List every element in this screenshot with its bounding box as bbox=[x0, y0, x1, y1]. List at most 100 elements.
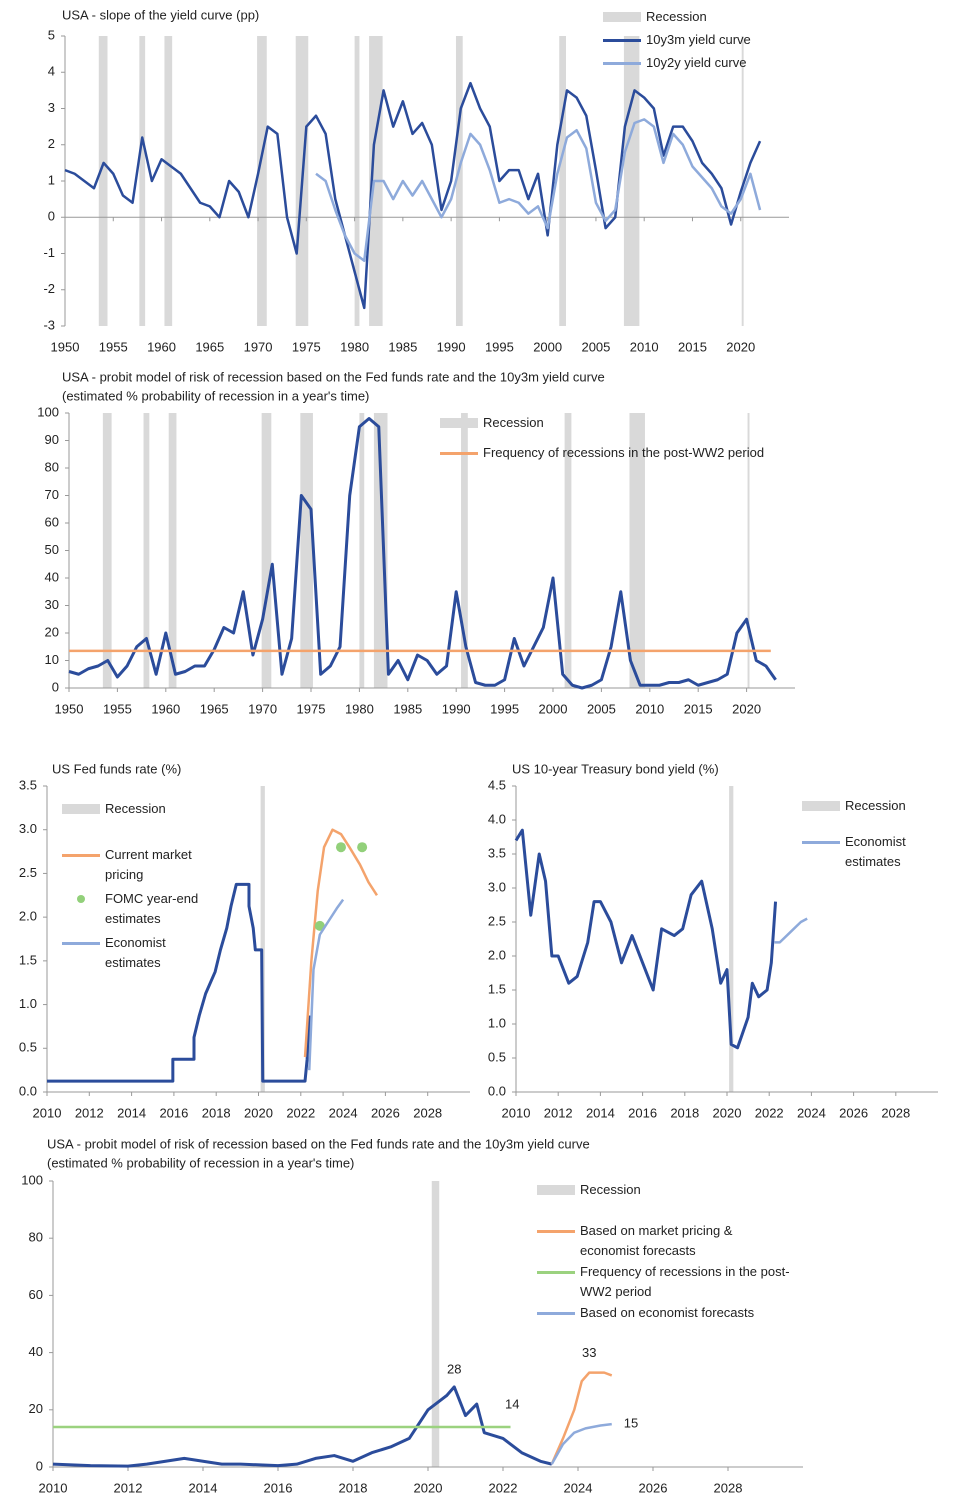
recession-band bbox=[300, 413, 313, 688]
y-tick-label: 4.5 bbox=[488, 777, 506, 792]
legend-swatch bbox=[62, 933, 100, 953]
x-tick-label: 1955 bbox=[103, 701, 132, 716]
legend-item: Based on economist forecasts bbox=[537, 1303, 795, 1323]
legend-swatch-line bbox=[537, 1312, 575, 1315]
marker bbox=[314, 920, 325, 931]
y-tick-label: 100 bbox=[37, 404, 59, 419]
x-tick-label: 1985 bbox=[388, 339, 417, 354]
legend-item: Recession bbox=[603, 7, 751, 27]
y-tick-label: 1.5 bbox=[19, 952, 37, 967]
x-tick-label: 2028 bbox=[881, 1105, 910, 1120]
legend-swatch-line bbox=[603, 39, 641, 42]
recession-band bbox=[260, 786, 265, 1092]
x-tick-label: 1980 bbox=[345, 701, 374, 716]
x-tick-label: 1955 bbox=[99, 339, 128, 354]
y-tick-label: 100 bbox=[21, 1172, 43, 1187]
y-tick-label: -1 bbox=[43, 245, 55, 260]
x-tick-label: 1950 bbox=[55, 701, 84, 716]
y-tick-label: 70 bbox=[45, 487, 59, 502]
y-tick-label: 3.5 bbox=[19, 777, 37, 792]
y-tick-label: 80 bbox=[29, 1230, 43, 1245]
recession-band bbox=[461, 413, 468, 688]
y-tick-label: 40 bbox=[45, 569, 59, 584]
legend-label: Economist estimates bbox=[845, 834, 906, 869]
x-tick-label: 2000 bbox=[539, 701, 568, 716]
data-label: 14 bbox=[505, 1396, 519, 1411]
x-tick-label: 2024 bbox=[329, 1105, 358, 1120]
recession-band bbox=[431, 1181, 440, 1467]
y-tick-label: 2.0 bbox=[19, 909, 37, 924]
x-tick-label: 2010 bbox=[39, 1480, 68, 1495]
y-tick-label: 5 bbox=[48, 27, 55, 42]
y-tick-label: 10 bbox=[45, 652, 59, 667]
x-tick-label: 1980 bbox=[340, 339, 369, 354]
legend-swatch bbox=[62, 889, 100, 909]
y-tick-label: 0 bbox=[52, 679, 59, 694]
legend-swatch bbox=[537, 1262, 575, 1282]
recession-band bbox=[102, 413, 112, 688]
legend-item: Recession bbox=[802, 796, 925, 816]
x-tick-label: 2028 bbox=[413, 1105, 442, 1120]
x-tick-label: 2022 bbox=[489, 1480, 518, 1495]
x-tick-label: 2015 bbox=[684, 701, 713, 716]
legend-swatch-band bbox=[440, 418, 478, 428]
legend-swatch bbox=[537, 1303, 575, 1323]
series-line bbox=[774, 917, 808, 944]
legend-label: 10y2y yield curve bbox=[646, 55, 747, 70]
y-tick-label: 0 bbox=[48, 209, 55, 224]
y-tick-label: 4 bbox=[48, 64, 55, 79]
legend-swatch-line bbox=[537, 1271, 575, 1274]
y-tick-label: 3.5 bbox=[488, 845, 506, 860]
x-tick-label: 2020 bbox=[414, 1480, 443, 1495]
series-line bbox=[550, 1422, 612, 1465]
legend-swatch bbox=[62, 799, 100, 819]
recession-band bbox=[164, 36, 173, 326]
x-tick-label: 1990 bbox=[437, 339, 466, 354]
legend-label: Based on economist forecasts bbox=[580, 1305, 755, 1320]
x-tick-label: 2020 bbox=[713, 1105, 742, 1120]
y-tick-label: 40 bbox=[29, 1344, 43, 1359]
x-tick-label: 2014 bbox=[189, 1480, 218, 1495]
data-label: 15 bbox=[624, 1416, 638, 1431]
y-tick-label: 1 bbox=[48, 172, 55, 187]
legend: Recession Based on market pricing & econo… bbox=[537, 1180, 795, 1323]
recession-band bbox=[98, 36, 108, 326]
x-tick-label: 2022 bbox=[286, 1105, 315, 1120]
y-tick-label: 1.0 bbox=[19, 996, 37, 1011]
legend-label: Current market pricing bbox=[105, 847, 192, 882]
y-tick-label: 4.0 bbox=[488, 811, 506, 826]
legend-item: Recession bbox=[62, 799, 215, 819]
x-tick-label: 2024 bbox=[564, 1480, 593, 1495]
legend-label: Frequency of recessions in the post-WW2 … bbox=[580, 1264, 790, 1299]
x-tick-label: 2015 bbox=[678, 339, 707, 354]
recession-band bbox=[455, 36, 463, 326]
x-tick-label: 2016 bbox=[264, 1480, 293, 1495]
recession-band bbox=[623, 36, 640, 326]
legend-swatch bbox=[440, 413, 478, 433]
recession-band bbox=[261, 413, 272, 688]
recession-band bbox=[168, 413, 177, 688]
legend-swatch-dot bbox=[77, 895, 85, 903]
recession-band bbox=[373, 413, 388, 688]
legend-label: Recession bbox=[580, 1182, 641, 1197]
series-line bbox=[52, 1385, 553, 1468]
x-tick-label: 1990 bbox=[442, 701, 471, 716]
chart-title: USA - probit model of risk of recession … bbox=[62, 369, 605, 384]
x-tick-label: 2000 bbox=[533, 339, 562, 354]
y-tick-label: -3 bbox=[43, 317, 55, 332]
y-tick-label: 0.5 bbox=[19, 1040, 37, 1055]
legend-item: FOMC year-end estimates bbox=[62, 889, 215, 929]
data-label: 28 bbox=[447, 1361, 461, 1376]
series-line bbox=[47, 882, 311, 1083]
data-label: 33 bbox=[582, 1345, 596, 1360]
series-line bbox=[315, 118, 762, 262]
x-tick-label: 1965 bbox=[200, 701, 229, 716]
recession-band bbox=[729, 786, 734, 1092]
y-tick-label: 60 bbox=[45, 514, 59, 529]
recession-band bbox=[143, 413, 150, 688]
legend-swatch bbox=[440, 443, 478, 463]
y-tick-label: -2 bbox=[43, 281, 55, 296]
legend-swatch bbox=[603, 30, 641, 50]
y-tick-label: 2 bbox=[48, 136, 55, 151]
